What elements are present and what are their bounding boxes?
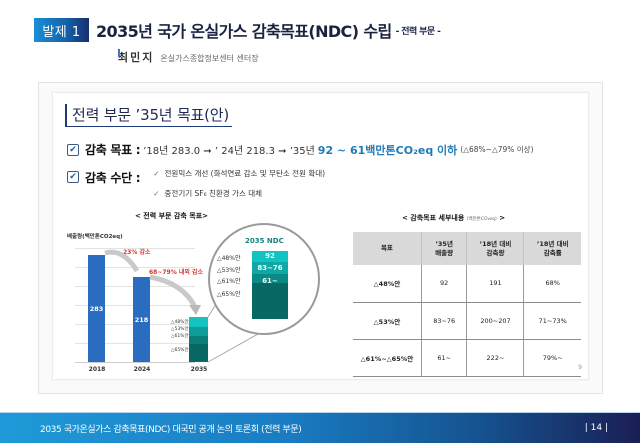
gridline [75, 248, 195, 249]
goal-label: 감축 목표 : [85, 143, 141, 157]
x-tick-label: 2035 [190, 366, 208, 373]
stack-segment-61 [189, 336, 208, 344]
stack-label: △65%안 [171, 348, 189, 353]
stack-label: △48%안 [171, 320, 189, 325]
footer-divider [0, 412, 640, 413]
stack-segment-48 [189, 317, 208, 327]
embedded-slide: 전력 부문 ’35년 목표(안) ✔ 감축 목표 : ’18년 283.0 ➞ … [52, 92, 589, 380]
presenter-org: 온실가스종합정보센터 센터장 [160, 54, 259, 63]
table-row: △53%안 83~76 200~207 71~73% [353, 302, 581, 340]
slide-page-number: 9 [578, 364, 582, 371]
reduction-detail-table: 목표 ’35년 배출량 ’18년 대비 감축량 ’18년 대비 감축률 △48%안 9… [353, 232, 581, 377]
means-item: ✓ 중전기기 SF₆ 친환경 가스 대체 [153, 189, 263, 198]
goal-trend-text: ’18년 283.0 ➞ ’ 24년 218.3 ➞ ’35년 [143, 146, 315, 157]
stack-label: △61%안 [171, 334, 189, 339]
reduction-goal-row: ✔ 감축 목표 : ’18년 283.0 ➞ ’ 24년 218.3 ➞ ’35… [67, 141, 534, 158]
bar-2035-stacked [189, 317, 208, 362]
ndc-segment-65 [252, 283, 288, 319]
stack-segment-53 [189, 327, 208, 336]
annotation-23pct: 23% 감소 [123, 249, 151, 256]
slide-title: 전력 부문 ’35년 목표(안) [65, 104, 232, 127]
ndc-label: △65%안 [217, 291, 241, 298]
means-list: ✓ 전원믹스 개선 (화석연료 감소 및 무탄소 전원 확대) ✓ 중전기기 SF₆… [153, 169, 325, 209]
annotation-68-79pct: 68~79% 내외 감소 [149, 269, 203, 276]
presenter-name: 최민지 [118, 51, 155, 64]
footer-bar: 2035 국가온실가스 감축목표(NDC) 대국민 공개 논의 토론회 (전력 … [0, 413, 640, 443]
means-label: 감축 수단 : [85, 171, 141, 185]
check-icon: ✓ [153, 189, 160, 198]
x-tick-label: 2024 [133, 366, 151, 373]
x-axis-line [75, 362, 195, 363]
column-header: ’35년 배출량 [420, 232, 467, 265]
session-badge: 발제 1 [34, 18, 89, 42]
stack-segment-65 [189, 344, 208, 362]
ndc-label: △48%안 [217, 255, 241, 262]
checkbox-icon: ✔ [67, 171, 79, 183]
presenter-info: | 최민지 온실가스종합정보센터 센터장 [118, 49, 259, 65]
table-row: △61%~△65%안 61~ 222~ 79%~ [353, 339, 581, 377]
goal-highlight: 92 ~ 61백만톤CO₂eq 이하 [317, 143, 458, 157]
check-icon: ✓ [153, 169, 160, 178]
goal-note: (△68%~△79% 이상) [460, 145, 534, 154]
title-subtitle: - 전력 부문 - [395, 26, 441, 37]
column-header: ’18년 대비 감축률 [523, 232, 581, 265]
page-title: 2035년 국가 온실가스 감축목표(NDC) 수립 - 전력 부문 - [96, 18, 441, 42]
x-tick-label: 2018 [88, 366, 106, 373]
column-header: 목표 [353, 232, 422, 265]
reduction-means-row: ✔ 감축 수단 : ✓ 전원믹스 개선 (화석연료 감소 및 무탄소 전원 확대)… [67, 169, 325, 209]
bar-2024: 218 [133, 277, 150, 362]
footer-page-number: | 14 | [584, 423, 608, 433]
chart-y-axis-label: 배출량(백만톤CO2eq) [67, 234, 123, 240]
presenter-divider: | [118, 49, 121, 57]
ndc-segment-48: 92 [252, 251, 288, 262]
ndc-label: △61%안 [217, 278, 241, 285]
table-header-row: 목표 ’35년 배출량 ’18년 대비 감축량 ’18년 대비 감축률 [353, 232, 581, 265]
magnifier-title: 2035 NDC [245, 237, 284, 245]
checkbox-icon: ✔ [67, 143, 79, 156]
ndc-magnifier: 2035 NDC 92 83~76 61~ △48%안 △53%안 △61%안 … [208, 223, 320, 335]
table-title: < 감축목표 세부내용 (백만톤CO₂eq) > [402, 214, 506, 222]
chart-title: < 전력 부문 감축 목표> [135, 212, 208, 220]
title-text: 2035년 국가 온실가스 감축목표(NDC) 수립 [96, 22, 392, 41]
table-unit: (백만톤CO₂eq) [466, 217, 497, 222]
magnifier-stack: 92 83~76 61~ [252, 251, 288, 319]
bar-2018: 283 [88, 255, 105, 362]
ndc-segment-53: 83~76 [252, 262, 288, 274]
table-row: △48%안 92 191 68% [353, 265, 581, 303]
ndc-label: △53%안 [217, 267, 241, 274]
column-header: ’18년 대비 감축량 [466, 232, 524, 265]
footer-event-title: 2035 국가온실가스 감축목표(NDC) 대국민 공개 논의 토론회 (전력 … [40, 424, 302, 435]
means-item: ✓ 전원믹스 개선 (화석연료 감소 및 무탄소 전원 확대) [153, 169, 326, 178]
stack-label: △53%안 [171, 327, 189, 332]
ndc-segment-61: 61~ [252, 274, 288, 285]
